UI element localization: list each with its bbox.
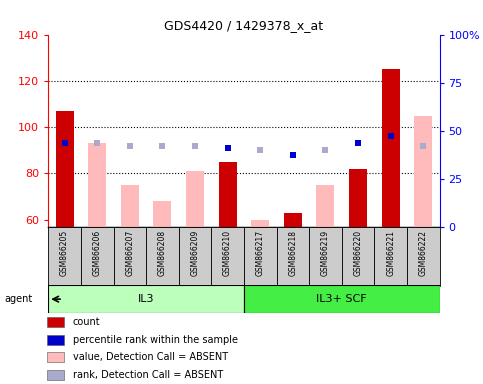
Text: GSM866222: GSM866222: [419, 230, 428, 276]
Bar: [47, 370, 64, 380]
Text: GSM866219: GSM866219: [321, 230, 330, 276]
Bar: [121, 185, 139, 227]
Bar: [47, 334, 64, 344]
Text: GSM866217: GSM866217: [256, 230, 265, 276]
Text: GSM866210: GSM866210: [223, 230, 232, 276]
Text: percentile rank within the sample: percentile rank within the sample: [72, 334, 238, 344]
Bar: [219, 162, 237, 227]
Bar: [47, 317, 64, 327]
Bar: [284, 213, 302, 227]
Text: GSM866218: GSM866218: [288, 230, 298, 276]
Bar: [48, 227, 81, 286]
Bar: [48, 285, 244, 313]
Text: value, Detection Call = ABSENT: value, Detection Call = ABSENT: [72, 353, 228, 362]
Bar: [81, 227, 114, 286]
Bar: [349, 169, 367, 227]
Text: rank, Detection Call = ABSENT: rank, Detection Call = ABSENT: [72, 370, 223, 380]
Text: IL3: IL3: [138, 294, 155, 304]
Text: GSM866207: GSM866207: [125, 230, 134, 276]
Bar: [342, 227, 374, 286]
Bar: [56, 111, 73, 227]
Text: GSM866206: GSM866206: [93, 230, 102, 276]
Bar: [407, 227, 440, 286]
Bar: [146, 227, 179, 286]
Bar: [179, 227, 212, 286]
Text: GSM866208: GSM866208: [158, 230, 167, 276]
Bar: [186, 171, 204, 227]
Bar: [47, 353, 64, 362]
Bar: [88, 143, 106, 227]
Bar: [382, 69, 399, 227]
Bar: [244, 285, 440, 313]
Bar: [374, 227, 407, 286]
Text: GSM866209: GSM866209: [190, 230, 199, 276]
Text: GSM866205: GSM866205: [60, 230, 69, 276]
Text: GSM866221: GSM866221: [386, 230, 395, 276]
Bar: [414, 116, 432, 227]
Bar: [244, 227, 277, 286]
Text: GSM866220: GSM866220: [354, 230, 363, 276]
Bar: [114, 227, 146, 286]
Bar: [309, 227, 342, 286]
Bar: [316, 185, 334, 227]
Text: agent: agent: [5, 294, 33, 304]
Bar: [154, 201, 171, 227]
Bar: [276, 227, 309, 286]
Bar: [212, 227, 244, 286]
Title: GDS4420 / 1429378_x_at: GDS4420 / 1429378_x_at: [164, 19, 324, 32]
Text: count: count: [72, 317, 100, 327]
Bar: [251, 220, 269, 227]
Text: IL3+ SCF: IL3+ SCF: [316, 294, 367, 304]
